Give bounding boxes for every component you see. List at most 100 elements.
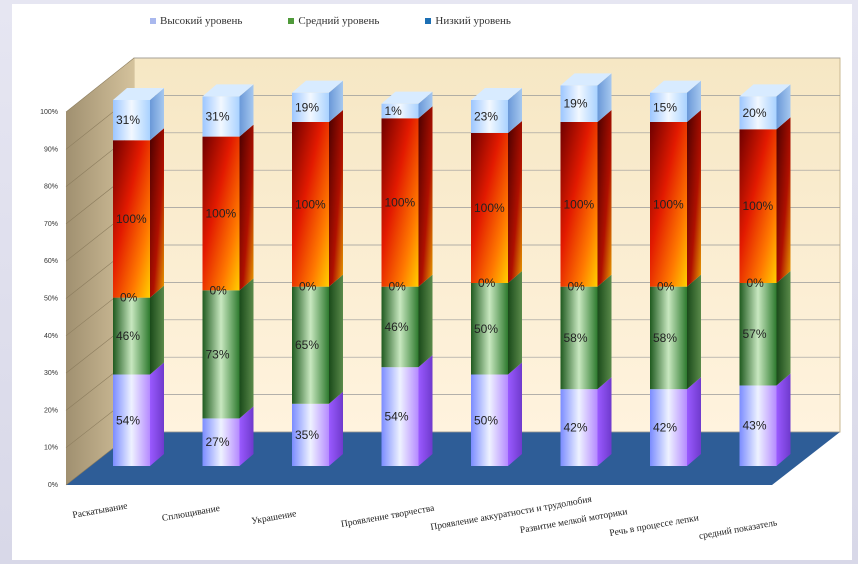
bar-segment-medium: [739, 283, 777, 386]
bar-side-low: [687, 377, 701, 466]
data-label-top: 19%: [564, 97, 588, 111]
bar-side-medium: [508, 271, 522, 375]
data-label-high: 100%: [564, 197, 595, 211]
data-label-high: 100%: [474, 201, 505, 215]
bar-side-medium: [150, 285, 164, 375]
bar-segment-top: [560, 85, 598, 122]
data-label-medium: 50%: [474, 322, 498, 336]
data-label-zero: 0%: [389, 280, 407, 294]
data-label-medium: 58%: [653, 331, 677, 345]
y-tick-label: 20%: [44, 407, 58, 414]
chart-walls: [66, 57, 841, 485]
bar-segment-medium: [560, 286, 598, 390]
data-label-top: 15%: [653, 100, 677, 114]
bar-segment-high: [113, 140, 150, 298]
data-label-low: 54%: [385, 410, 409, 424]
bar-top-top: [113, 88, 164, 100]
bar-segment-low: [650, 389, 687, 466]
legend-label-high: Высокий уровень: [160, 15, 243, 27]
bar-column: 42% 58% 100% 0% 19%: [560, 73, 612, 466]
bar-top-top: [739, 84, 791, 97]
bar-segment-top: [739, 96, 777, 130]
legend-swatch-high: [150, 18, 156, 24]
bar-segment-top: [650, 92, 687, 122]
data-label-top: 31%: [206, 109, 230, 123]
bar-segment-low: [381, 367, 419, 466]
bar-segment-high: [202, 136, 240, 291]
bar-column: 43% 57% 100% 0% 20%: [739, 84, 791, 466]
legend-item-high: Высокий уровень: [150, 10, 242, 32]
bar-side-low: [418, 355, 433, 466]
data-label-medium: 57%: [743, 327, 767, 341]
bar-segment-medium: [292, 286, 329, 404]
bar-top-top: [560, 73, 612, 86]
data-label-top: 23%: [474, 109, 498, 123]
data-label-medium: 46%: [385, 320, 409, 334]
bar-top-top: [202, 84, 254, 97]
bar-side-top: [150, 88, 164, 141]
bar-segment-low: [292, 403, 329, 466]
bar-segment-medium: [202, 290, 240, 419]
category-labels: Раскатывание Сплющивание Украшение Проявлен…: [72, 494, 779, 542]
data-label-medium: 73%: [206, 347, 230, 361]
bar-segment-top: [202, 96, 240, 137]
bar-segment-low: [202, 418, 240, 466]
bar-segment-top: [381, 103, 419, 119]
bar-segment-medium: [381, 286, 419, 368]
data-label-zero: 0%: [478, 276, 496, 290]
bar-column: 42% 58% 100% 0% 15%: [650, 80, 701, 466]
bar-side-high: [239, 124, 254, 291]
category-label: Проявление творчества: [340, 504, 436, 530]
data-label-top: 20%: [743, 106, 767, 120]
data-label-low: 42%: [564, 421, 588, 435]
bar-side-low: [776, 373, 791, 466]
bar-top-top: [381, 91, 433, 104]
data-label-top: 31%: [116, 113, 140, 127]
data-label-zero: 0%: [299, 280, 317, 294]
data-label-high: 100%: [206, 206, 237, 220]
data-label-low: 43%: [743, 419, 767, 433]
data-label-medium: 65%: [295, 338, 319, 352]
data-label-low: 35%: [295, 428, 319, 442]
y-tick-label: 40%: [44, 333, 58, 340]
bar-top-top: [650, 80, 701, 93]
y-tick-label: 80%: [44, 184, 58, 191]
bar-segment-high: [560, 121, 598, 287]
y-axis-ticks: 0% 10% 20% 30% 40% 50% 60% 70% 80% 90% 100%: [40, 109, 58, 489]
bar-segment-low: [471, 374, 508, 466]
bar-column: 54% 46% 100% 0% 31%: [113, 88, 164, 466]
bar-segment-high: [292, 121, 329, 287]
data-label-zero: 0%: [120, 291, 138, 305]
bar-side-top: [687, 80, 701, 122]
bar-side-medium: [776, 271, 791, 386]
bar-segment-top: [113, 100, 150, 141]
data-label-top: 1%: [385, 104, 403, 118]
y-tick-label: 30%: [44, 370, 58, 377]
data-label-low: 50%: [474, 413, 498, 427]
bar-side-high: [597, 109, 612, 287]
category-label: средний показатель: [698, 517, 779, 542]
legend-label-low: Низкий уровень: [435, 15, 511, 27]
bar-side-top: [776, 84, 791, 130]
wall-gridline: [65, 57, 135, 113]
y-tick-label: 0%: [48, 482, 58, 489]
bar-segment-top: [471, 100, 508, 133]
data-label-zero: 0%: [657, 280, 675, 294]
bar-side-medium: [687, 274, 701, 390]
bar-segment-medium: [471, 283, 508, 375]
bar-side-low: [597, 377, 612, 466]
bar-side-top: [597, 73, 612, 122]
data-label-medium: 58%: [564, 331, 588, 345]
bar-side-low: [150, 362, 164, 466]
floor: [66, 432, 840, 485]
bar-side-medium: [597, 274, 612, 390]
bar-segment-low: [113, 374, 150, 466]
bar-side-medium: [418, 274, 433, 368]
data-label-high: 100%: [116, 212, 147, 226]
data-label-low: 54%: [116, 413, 140, 427]
bar-side-high: [329, 109, 343, 287]
bar-segment-low: [739, 385, 777, 466]
bar-side-medium: [239, 278, 254, 419]
bar-segment-top: [292, 92, 329, 122]
